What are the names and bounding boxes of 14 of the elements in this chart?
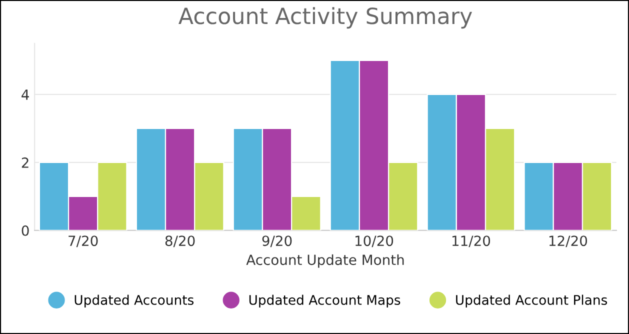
x-axis-title: Account Update Month [246,254,404,268]
y-tick-label: 4 [22,90,29,100]
y-tick-label: 2 [22,157,28,168]
x-tick-label: 10/20 [356,236,394,248]
x-tick-label: 9/20 [262,236,292,248]
legend-label: Updated Account Maps [249,294,400,308]
legend-label: Updated Account Plans [456,294,608,308]
x-tick-label: 8/20 [165,236,195,248]
y-tick-label: 0 [22,225,29,236]
x-tick-label: 7/20 [68,236,98,248]
x-tick-label: 11/20 [452,236,490,248]
x-tick-label: 12/20 [549,236,588,248]
chart-title: Account Activity Summary [178,7,472,29]
legend-label: Updated Accounts [74,294,194,308]
